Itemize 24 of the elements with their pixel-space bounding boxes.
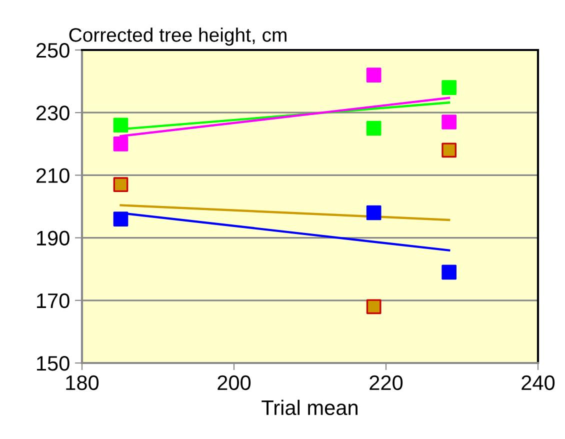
chart-title: Corrected tree height, cm bbox=[69, 28, 286, 46]
point bbox=[366, 120, 382, 136]
y-tick-label: 250 bbox=[36, 43, 70, 58]
y-tick-label: 210 bbox=[36, 168, 70, 183]
point bbox=[442, 80, 457, 95]
y-tick-label: 230 bbox=[36, 106, 70, 120]
x-tick-label: 200 bbox=[218, 375, 251, 390]
x-tick-label: 240 bbox=[522, 375, 555, 390]
point bbox=[113, 136, 128, 152]
y-tick-label: 150 bbox=[37, 356, 70, 371]
point bbox=[366, 205, 382, 220]
y-tick-label: 190 bbox=[37, 230, 70, 246]
point bbox=[113, 177, 128, 192]
x-tick-label: 180 bbox=[66, 375, 99, 390]
point bbox=[366, 299, 382, 314]
x-axis-title: Trial mean bbox=[262, 400, 358, 416]
point bbox=[113, 118, 128, 133]
y-tick-label: 170 bbox=[37, 293, 70, 308]
point bbox=[113, 212, 128, 226]
x-tick-label: 220 bbox=[370, 375, 403, 390]
point bbox=[442, 142, 457, 158]
point bbox=[442, 114, 457, 130]
point bbox=[366, 68, 382, 82]
point bbox=[442, 264, 457, 280]
